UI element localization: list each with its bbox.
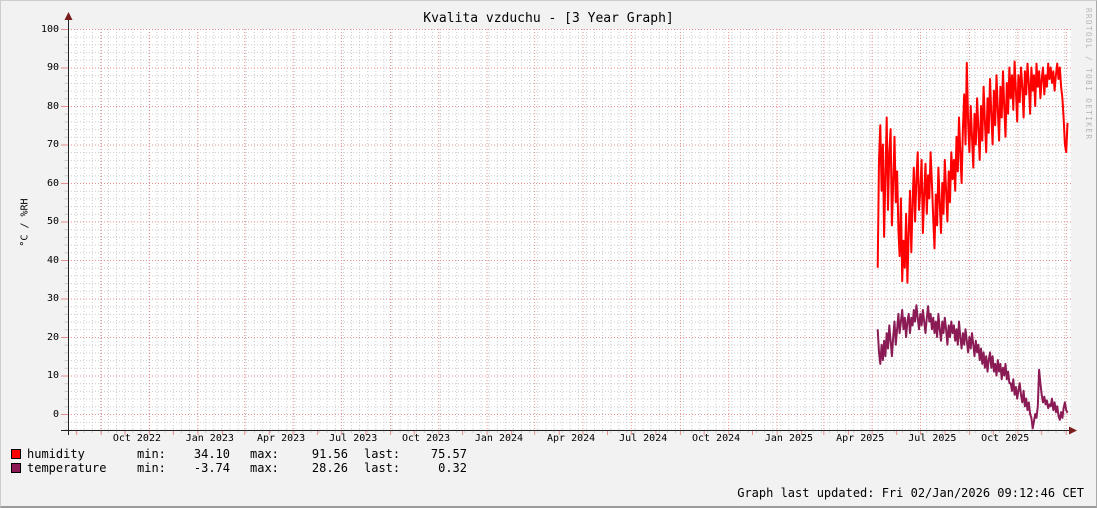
min-value: 34.10 — [193, 447, 230, 461]
x-tick-label: Apr 2025 — [836, 433, 885, 444]
y-tick-label: 20 — [46, 331, 59, 343]
axis-ticks — [61, 28, 1067, 435]
axis-arrows — [64, 12, 1077, 435]
y-tick-label: 100 — [40, 23, 59, 35]
x-tick-label: Jul 2025 — [908, 433, 957, 444]
legend-row-temperature: temperature min: -3.74 max: 28.26 last: 0.32 — [11, 462, 467, 476]
min-key: min: — [137, 447, 166, 461]
max-value: 28.26 — [311, 461, 348, 475]
x-tick-label: Jul 2023 — [329, 433, 378, 444]
x-tick-label: Oct 2023 — [402, 433, 451, 444]
legend-label: humidity — [27, 447, 85, 461]
graph-title: Kvalita vzduchu - [3 Year Graph] — [423, 11, 674, 26]
legend: humidity min: 34.10 max: 91.56 last: 75.57 tem… — [11, 448, 467, 476]
data-series — [876, 60, 1069, 430]
last-value: 0.32 — [438, 461, 467, 475]
x-tick-label: Oct 2022 — [112, 433, 161, 444]
series-humidity — [876, 60, 1069, 284]
x-tick-label: Apr 2024 — [546, 433, 596, 444]
min-key: min: — [137, 461, 166, 475]
y-tick-label: 40 — [46, 254, 59, 266]
y-tick-label: 90 — [46, 62, 59, 74]
last-key: last: — [364, 461, 401, 475]
y-tick-label: 50 — [46, 216, 59, 228]
y-tick-label: 60 — [46, 177, 59, 189]
y-tick-label: 30 — [46, 293, 59, 305]
max-key: max: — [250, 461, 279, 475]
last-key: last: — [364, 447, 401, 461]
x-tick-label: Jan 2023 — [185, 433, 234, 444]
x-tick-label: Oct 2025 — [981, 433, 1030, 444]
x-tick-label: Jan 2025 — [764, 433, 814, 444]
rrdtool-watermark: RRDTOOL / TOBI OETIKER — [1084, 8, 1093, 141]
max-key: max: — [250, 447, 279, 461]
x-tick-label: Oct 2024 — [691, 433, 741, 444]
y-tick-label: 70 — [46, 139, 59, 151]
y-tick-label: 10 — [46, 370, 59, 382]
humidity-swatch — [11, 449, 21, 459]
last-value: 75.57 — [430, 447, 467, 461]
y-tick-label: 80 — [46, 100, 59, 112]
x-tick-label: Apr 2023 — [257, 433, 306, 444]
minor-gridlines — [68, 29, 1071, 431]
max-value: 91.56 — [311, 447, 348, 461]
last-updated-text: Graph last updated: Fri 02/Jan/2026 09:1… — [737, 486, 1084, 500]
legend-row-humidity: humidity min: 34.10 max: 91.56 last: 75.57 — [11, 448, 467, 462]
x-tick-label: Jan 2024 — [474, 433, 524, 444]
y-tick-label: 0 — [52, 409, 59, 420]
min-value: -3.74 — [193, 461, 230, 475]
x-tick-label: Jul 2024 — [619, 433, 668, 444]
legend-label: temperature — [27, 461, 107, 475]
temperature-swatch — [11, 463, 21, 473]
axes — [61, 15, 1071, 435]
series-temperature — [876, 304, 1069, 430]
